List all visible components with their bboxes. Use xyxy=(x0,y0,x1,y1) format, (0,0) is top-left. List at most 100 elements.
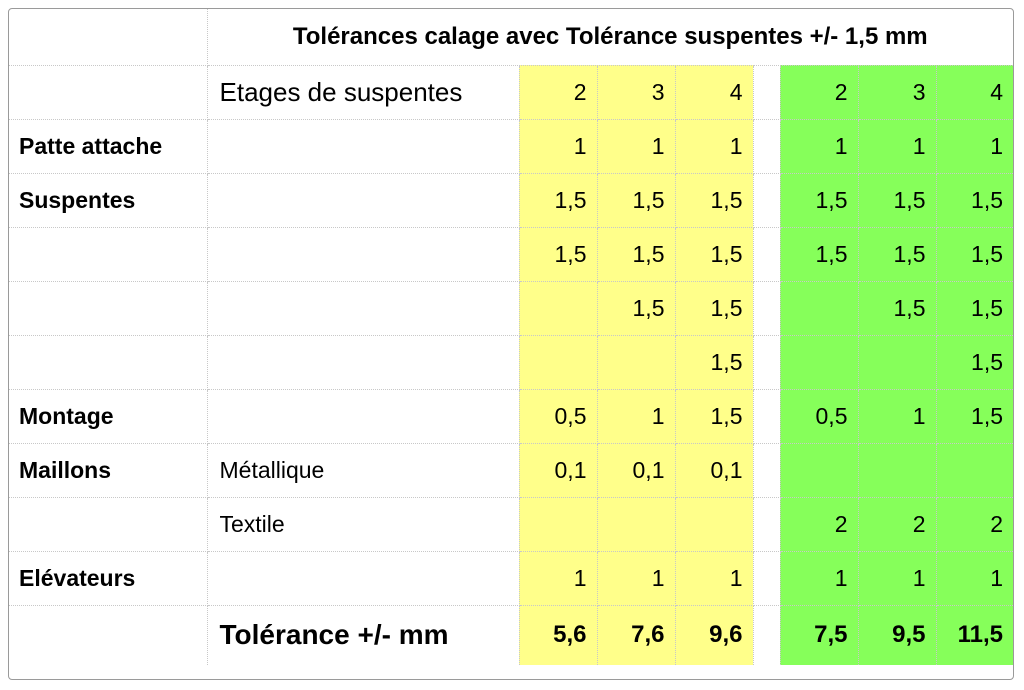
gap-cell xyxy=(753,551,781,606)
total-row: Tolérance +/- mm 5,6 7,6 9,6 7,5 9,5 11,5 xyxy=(9,605,1013,665)
table-row: Montage 0,5 1 1,5 0,5 1 1,5 xyxy=(9,389,1013,444)
value-cell-yellow: 1 xyxy=(519,551,598,606)
value-cell-yellow: 1,5 xyxy=(675,173,754,228)
value-cell-yellow: 1 xyxy=(597,551,676,606)
etage-header-yellow: 4 xyxy=(675,65,754,120)
gap-cell xyxy=(753,335,781,390)
table-row: 1,5 1,5 xyxy=(9,335,1013,390)
value-cell-green: 1,5 xyxy=(858,281,937,336)
tolerance-table-sheet: Tolérances calage avec Tolérance suspent… xyxy=(8,8,1014,680)
value-cell-green xyxy=(780,335,859,390)
gap-cell xyxy=(753,227,781,282)
etage-header-green: 2 xyxy=(780,65,859,120)
gap-cell xyxy=(753,65,781,120)
value-cell-green: 1,5 xyxy=(858,173,937,228)
value-cell-yellow: 1,5 xyxy=(675,227,754,282)
row-label: Patte attache xyxy=(9,119,208,174)
value-cell-green: 1,5 xyxy=(936,173,1013,228)
row-sublabel xyxy=(207,551,520,606)
row-label: Maillons xyxy=(9,443,208,498)
value-cell-green: 1 xyxy=(858,119,937,174)
table-row: Textile 2 2 2 xyxy=(9,497,1013,552)
table-row: 1,5 1,5 1,5 1,5 xyxy=(9,281,1013,336)
total-value-green: 7,5 xyxy=(780,605,859,665)
table-row: Maillons Métallique 0,1 0,1 0,1 xyxy=(9,443,1013,498)
gap-cell xyxy=(753,443,781,498)
empty-cell xyxy=(9,605,208,665)
value-cell-yellow xyxy=(519,281,598,336)
value-cell-yellow: 1 xyxy=(519,119,598,174)
row-label xyxy=(9,497,208,552)
etage-header-yellow: 2 xyxy=(519,65,598,120)
value-cell-green: 1,5 xyxy=(936,227,1013,282)
value-cell-green xyxy=(858,443,937,498)
gap-cell xyxy=(753,119,781,174)
value-cell-yellow xyxy=(597,497,676,552)
value-cell-yellow xyxy=(597,335,676,390)
row-label: Montage xyxy=(9,389,208,444)
title-row: Tolérances calage avec Tolérance suspent… xyxy=(9,9,1013,66)
tolerance-table: Tolérances calage avec Tolérance suspent… xyxy=(9,9,1013,665)
total-value-yellow: 7,6 xyxy=(597,605,676,665)
total-value-green: 9,5 xyxy=(858,605,937,665)
gap-cell xyxy=(753,497,781,552)
etage-header-yellow: 3 xyxy=(597,65,676,120)
row-sublabel xyxy=(207,335,520,390)
value-cell-green xyxy=(780,443,859,498)
row-label xyxy=(9,227,208,282)
value-cell-green: 0,5 xyxy=(780,389,859,444)
value-cell-green: 1,5 xyxy=(780,227,859,282)
empty-cell xyxy=(9,65,208,120)
row-sublabel: Textile xyxy=(207,497,520,552)
value-cell-yellow xyxy=(519,497,598,552)
value-cell-green: 1,5 xyxy=(936,281,1013,336)
value-cell-green xyxy=(936,443,1013,498)
gap-cell xyxy=(753,389,781,444)
row-label: Elévateurs xyxy=(9,551,208,606)
value-cell-yellow: 1 xyxy=(597,389,676,444)
value-cell-yellow: 1,5 xyxy=(519,227,598,282)
row-label xyxy=(9,281,208,336)
total-label: Tolérance +/- mm xyxy=(207,605,520,665)
value-cell-green: 1 xyxy=(936,551,1013,606)
value-cell-green: 1,5 xyxy=(858,227,937,282)
value-cell-green: 1 xyxy=(858,551,937,606)
value-cell-yellow: 0,1 xyxy=(675,443,754,498)
value-cell-yellow: 1,5 xyxy=(675,389,754,444)
value-cell-yellow xyxy=(519,335,598,390)
row-sublabel xyxy=(207,281,520,336)
value-cell-yellow xyxy=(675,497,754,552)
table-row: Patte attache 1 1 1 1 1 1 xyxy=(9,119,1013,174)
row-label: Suspentes xyxy=(9,173,208,228)
value-cell-green: 1 xyxy=(936,119,1013,174)
value-cell-yellow: 1 xyxy=(597,119,676,174)
value-cell-yellow: 1,5 xyxy=(597,227,676,282)
gap-cell xyxy=(753,605,781,665)
table-row: 1,5 1,5 1,5 1,5 1,5 1,5 xyxy=(9,227,1013,282)
total-value-yellow: 9,6 xyxy=(675,605,754,665)
value-cell-green: 1,5 xyxy=(936,335,1013,390)
value-cell-yellow: 1,5 xyxy=(519,173,598,228)
value-cell-green: 2 xyxy=(780,497,859,552)
total-value-yellow: 5,6 xyxy=(519,605,598,665)
table-row: Suspentes 1,5 1,5 1,5 1,5 1,5 1,5 xyxy=(9,173,1013,228)
row-sublabel xyxy=(207,389,520,444)
row-sublabel xyxy=(207,173,520,228)
value-cell-green xyxy=(858,335,937,390)
value-cell-yellow: 0,5 xyxy=(519,389,598,444)
value-cell-yellow: 1,5 xyxy=(597,281,676,336)
value-cell-yellow: 1 xyxy=(675,551,754,606)
value-cell-yellow: 1,5 xyxy=(675,281,754,336)
table-title: Tolérances calage avec Tolérance suspent… xyxy=(207,9,1013,66)
etage-header-green: 3 xyxy=(858,65,937,120)
corner-cell xyxy=(9,9,208,66)
gap-cell xyxy=(753,173,781,228)
row-sublabel xyxy=(207,227,520,282)
value-cell-green: 2 xyxy=(936,497,1013,552)
etages-row: Etages de suspentes 2 3 4 2 3 4 xyxy=(9,65,1013,120)
row-sublabel: Métallique xyxy=(207,443,520,498)
value-cell-green xyxy=(780,281,859,336)
gap-cell xyxy=(753,281,781,336)
value-cell-yellow: 1,5 xyxy=(597,173,676,228)
value-cell-green: 2 xyxy=(858,497,937,552)
